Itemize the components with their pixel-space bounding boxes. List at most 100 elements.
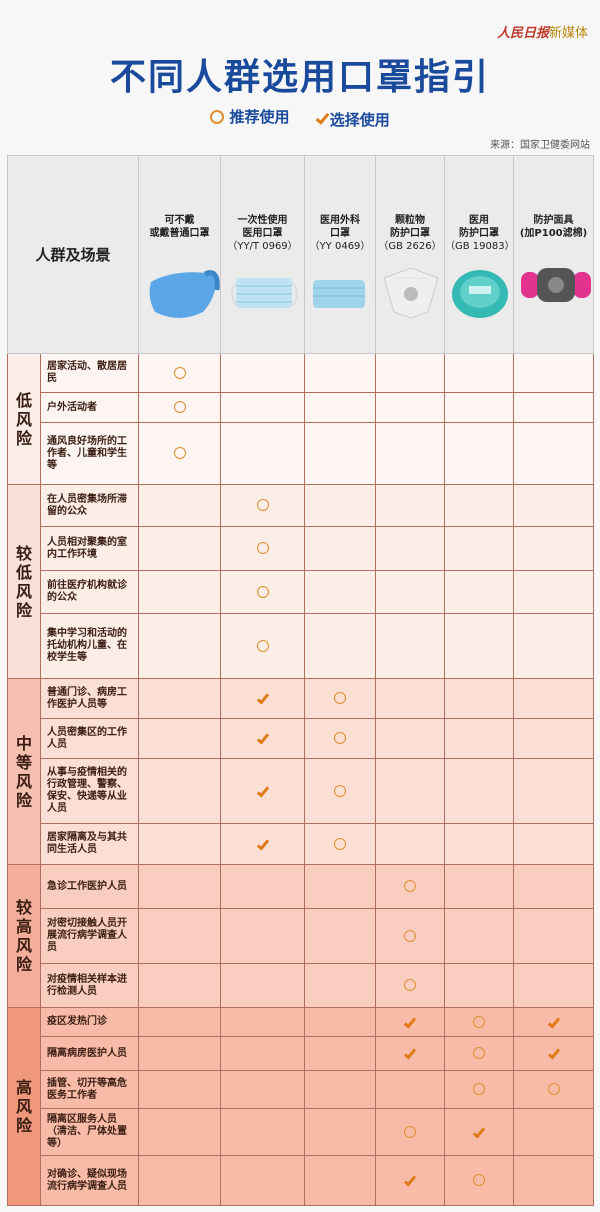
mark-cell [375,613,446,679]
mark-cell [220,484,306,527]
circle-icon [256,542,269,554]
mark-cell [444,864,515,909]
legend: 推荐使用 选择使用 [0,106,600,130]
mark-cell [513,823,595,865]
mark-cell [304,392,377,423]
scene-label: 隔离病房医护人员 [39,1036,140,1071]
table-row: 隔离区服务人员（清洁、尸体处置等） [7,1108,595,1156]
mark-cell [138,963,222,1008]
column-name: 颗粒物 防护口罩 [390,214,431,239]
mark-cell [513,613,595,679]
mark-cell [304,908,377,964]
column-header-4: 医用 防护口罩 （GB 19083） [444,155,515,354]
mark-cell [375,823,446,865]
circle-icon [173,366,186,379]
mark-cell [138,908,222,964]
mark-cell [375,1108,446,1156]
risk-group-label: 低风险 [7,353,41,485]
mark-cell [444,678,515,719]
mark-cell [138,392,222,423]
mark-cell [513,718,595,759]
circle-icon [547,1083,560,1095]
mark-cell [220,613,306,679]
mark-cell [444,353,515,393]
scene-label: 对确诊、疑似现场流行病学调查人员 [39,1155,140,1206]
mark-cell [375,758,446,824]
table-row: 对疫情相关样本进行检测人员 [7,963,595,1008]
scene-label: 前往医疗机构就诊的公众 [39,570,140,614]
table-row: 通风良好场所的工作者、儿童和学生等 [7,422,595,485]
mark-cell [304,570,377,614]
circle-icon [334,692,347,704]
mark-cell [513,1155,595,1206]
circle-icon [404,1125,417,1138]
mark-cell [444,613,515,679]
check-icon [256,691,269,705]
mark-cell [138,422,222,485]
circle-icon [334,784,347,797]
mark-cell [375,864,446,909]
circle-icon [473,1083,486,1095]
mark-cell [304,1155,377,1206]
mark-cell [138,1007,222,1037]
corner-header: 人群及场景 [6,155,140,354]
mark-cell [375,1155,446,1206]
mark-cell [138,1036,222,1071]
check-icon [403,1014,417,1029]
mark-cell [220,864,306,909]
mark-cell [220,353,306,393]
mark-cell [444,823,515,865]
table-row: 较低风险 在人员密集场所滞留的公众 [7,484,595,679]
check-icon [403,1173,417,1187]
scene-label: 急诊工作医护人员 [39,864,140,909]
scene-label: 人员相对聚集的室内工作环境 [39,526,140,571]
mark-cell [138,758,222,824]
mark-cell [220,1036,306,1071]
scene-label: 在人员密集场所滞留的公众 [39,484,140,527]
table-row: 对密切接触人员开展流行病学调查人员 [7,908,595,964]
circle-icon [404,929,417,942]
mark-cell [444,758,515,824]
check-icon [315,109,330,125]
check-icon [547,1014,560,1029]
circle-icon [256,499,269,511]
check-icon [547,1046,560,1060]
scene-label: 通风良好场所的工作者、儿童和学生等 [39,422,140,485]
mark-cell [304,963,377,1008]
scene-label: 对疫情相关样本进行检测人员 [39,963,140,1008]
mark-cell [220,392,306,423]
mark-cell [138,678,222,719]
scene-label: 插管、切开等高危医务工作者 [39,1070,140,1109]
mark-cell [375,570,446,614]
circle-icon [404,979,417,991]
circle-icon [404,880,417,892]
mark-cell [138,864,222,909]
table-row: 人员相对聚集的室内工作环境 [7,526,595,571]
mark-cell [444,1036,515,1071]
mark-cell [375,1036,446,1071]
mark-cell [375,963,446,1008]
blue-fabric-mask-image [145,260,220,330]
mark-cell [220,1070,306,1109]
mark-cell [138,613,222,679]
mark-cell [220,1108,306,1156]
mark-cell [444,1155,515,1206]
mark-cell [513,1070,595,1109]
mark-cell [513,570,595,614]
mark-cell [375,1007,446,1037]
mark-cell [138,526,222,571]
mark-cell [375,353,446,393]
scene-label: 居家隔离及与其共同生活人员 [39,823,140,865]
legend-recommended: 推荐使用 [210,106,290,127]
mark-cell [220,963,306,1008]
column-header-3: 颗粒物 防护口罩 （GB 2626） [375,155,446,354]
risk-group-label: 中等风险 [7,678,41,865]
mark-cell [304,1007,377,1037]
mark-cell [220,718,306,759]
mark-cell [138,1108,222,1156]
mark-cell [304,823,377,865]
circle-icon [210,109,225,124]
circle-icon [173,447,186,459]
mark-cell [304,864,377,909]
mark-cell [304,678,377,719]
